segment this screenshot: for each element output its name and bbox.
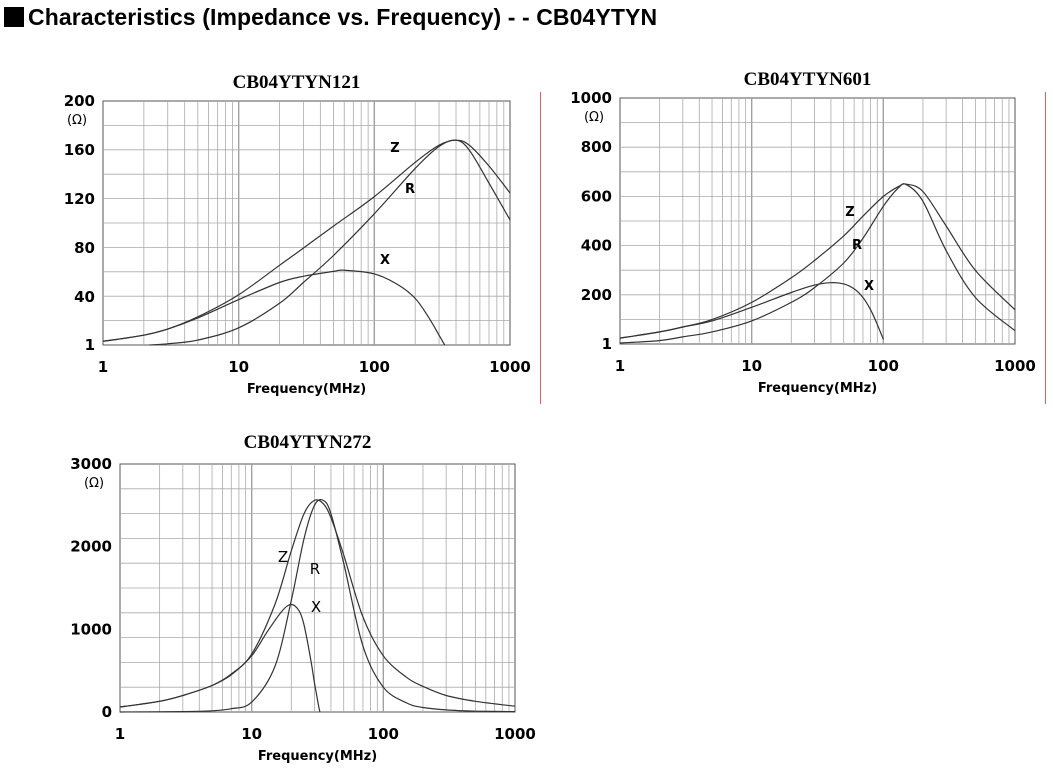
y-unit-label: (Ω) <box>584 110 604 125</box>
x-tick-label: 1 <box>98 358 108 376</box>
series-line-x <box>102 269 446 346</box>
series-line-r <box>119 499 516 713</box>
x-axis-label: Frequency(MHz) <box>758 381 877 396</box>
y-tick-label: 120 <box>64 190 95 208</box>
y-tick-label: 200 <box>581 286 612 304</box>
series-line-r <box>619 183 1016 344</box>
x-tick-label: 100 <box>368 725 399 743</box>
y-tick-label: 0 <box>102 703 112 721</box>
series-line-x <box>119 603 321 713</box>
x-tick-label: 1000 <box>494 725 536 743</box>
y-tick-label: 3000 <box>70 455 112 473</box>
series-label-z: Z <box>845 205 854 220</box>
x-tick-label: 1000 <box>994 357 1036 375</box>
y-tick-label: 2000 <box>70 538 112 556</box>
x-tick-label: 10 <box>228 358 249 376</box>
y-unit-label: (Ω) <box>67 113 87 128</box>
series-label-x: X <box>380 253 390 268</box>
series-label-z: Z <box>390 141 399 156</box>
divider-line-1 <box>540 92 541 404</box>
page-title: Characteristics (Impedance vs. Frequency… <box>28 3 658 30</box>
y-tick-label: 80 <box>74 239 95 257</box>
series-label-x: X <box>311 598 321 616</box>
x-tick-label: 1 <box>615 357 625 375</box>
y-tick-label: 1 <box>602 335 612 353</box>
series-label-r: R <box>405 182 415 197</box>
y-tick-label: 400 <box>581 237 612 255</box>
x-tick-label: 1 <box>115 725 125 743</box>
chart-title: CB04YTYN601 <box>744 69 872 90</box>
y-tick-label: 200 <box>64 92 95 110</box>
y-tick-label: 1 <box>85 336 95 354</box>
series-label-r: R <box>310 560 320 578</box>
y-tick-label: 600 <box>581 187 612 205</box>
y-tick-label: 1000 <box>70 620 112 638</box>
y-unit-label: (Ω) <box>84 476 104 491</box>
chart-title: CB04YTYN272 <box>244 432 372 453</box>
series-line-x <box>619 282 884 340</box>
series-label-r: R <box>852 238 862 253</box>
x-axis-label: Frequency(MHz) <box>258 749 377 764</box>
x-tick-label: 100 <box>359 358 390 376</box>
chart-title: CB04YTYN121 <box>233 72 361 93</box>
x-tick-label: 10 <box>241 725 262 743</box>
series-line-r <box>149 139 511 346</box>
y-tick-label: 1000 <box>570 89 612 107</box>
series-label-z: Z <box>278 548 288 566</box>
y-tick-label: 160 <box>64 141 95 159</box>
x-tick-label: 100 <box>868 357 899 375</box>
x-axis-label: Frequency(MHz) <box>247 382 366 397</box>
divider-line-2 <box>1045 92 1046 404</box>
y-tick-label: 800 <box>581 138 612 156</box>
x-tick-label: 1000 <box>489 358 531 376</box>
y-tick-label: 40 <box>74 288 95 306</box>
x-tick-label: 10 <box>741 357 762 375</box>
page-header: Characteristics (Impedance vs. Frequency… <box>4 3 657 31</box>
series-label-x: X <box>864 279 874 294</box>
square-bullet-icon <box>4 7 24 27</box>
